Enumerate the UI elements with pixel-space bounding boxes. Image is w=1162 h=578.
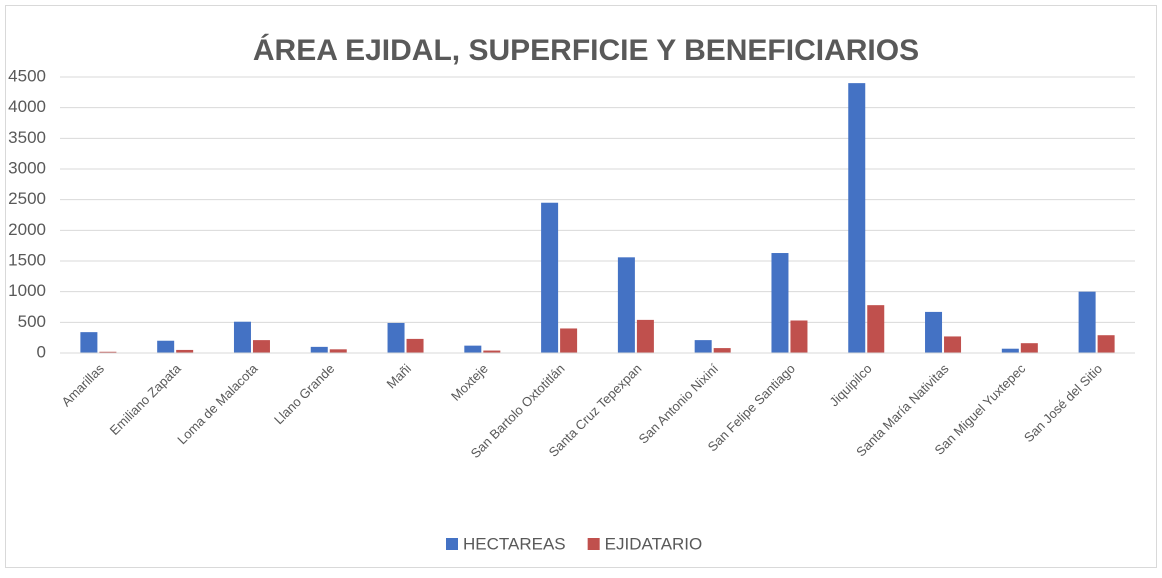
y-tick-label: 1500	[8, 250, 46, 269]
y-tick-label: 4000	[8, 97, 46, 116]
bar	[1097, 335, 1115, 353]
bar	[252, 340, 270, 353]
bar	[387, 322, 405, 353]
bar	[541, 202, 559, 353]
y-tick-label: 0	[37, 342, 46, 361]
bar	[157, 340, 175, 353]
y-tick-label: 500	[18, 312, 46, 331]
bar	[406, 338, 424, 353]
legend-swatch	[446, 538, 458, 550]
bar	[483, 350, 501, 353]
bar	[464, 345, 482, 353]
y-tick-label: 3500	[8, 128, 46, 147]
bar	[310, 346, 328, 353]
bar	[636, 319, 654, 353]
y-tick-label: 1000	[8, 281, 46, 300]
legend-label: HECTAREAS	[463, 534, 566, 553]
bar	[99, 351, 117, 353]
bar	[1078, 291, 1096, 353]
bar	[848, 83, 866, 353]
bar	[617, 257, 635, 353]
y-tick-label: 2000	[8, 220, 46, 239]
bar	[694, 340, 712, 353]
bar	[233, 321, 251, 353]
bar	[867, 305, 885, 353]
bar	[560, 328, 578, 353]
bar	[713, 348, 731, 353]
chart-border	[5, 5, 1157, 568]
legend-swatch	[587, 538, 600, 550]
bar	[925, 311, 943, 353]
bar	[176, 349, 194, 353]
bar	[771, 253, 789, 353]
legend-label: EJIDATARIO	[605, 534, 703, 553]
bar	[1020, 343, 1038, 353]
bar	[944, 336, 962, 353]
y-tick-label: 2500	[8, 189, 46, 208]
chart-title: ÁREA EJIDAL, SUPERFICIE Y BENEFICIARIOS	[253, 33, 919, 67]
y-tick-label: 3000	[8, 158, 46, 177]
bar	[1001, 348, 1019, 353]
bar	[80, 332, 98, 353]
bar	[329, 349, 347, 353]
bar	[790, 320, 808, 353]
y-tick-label: 4500	[8, 66, 46, 85]
